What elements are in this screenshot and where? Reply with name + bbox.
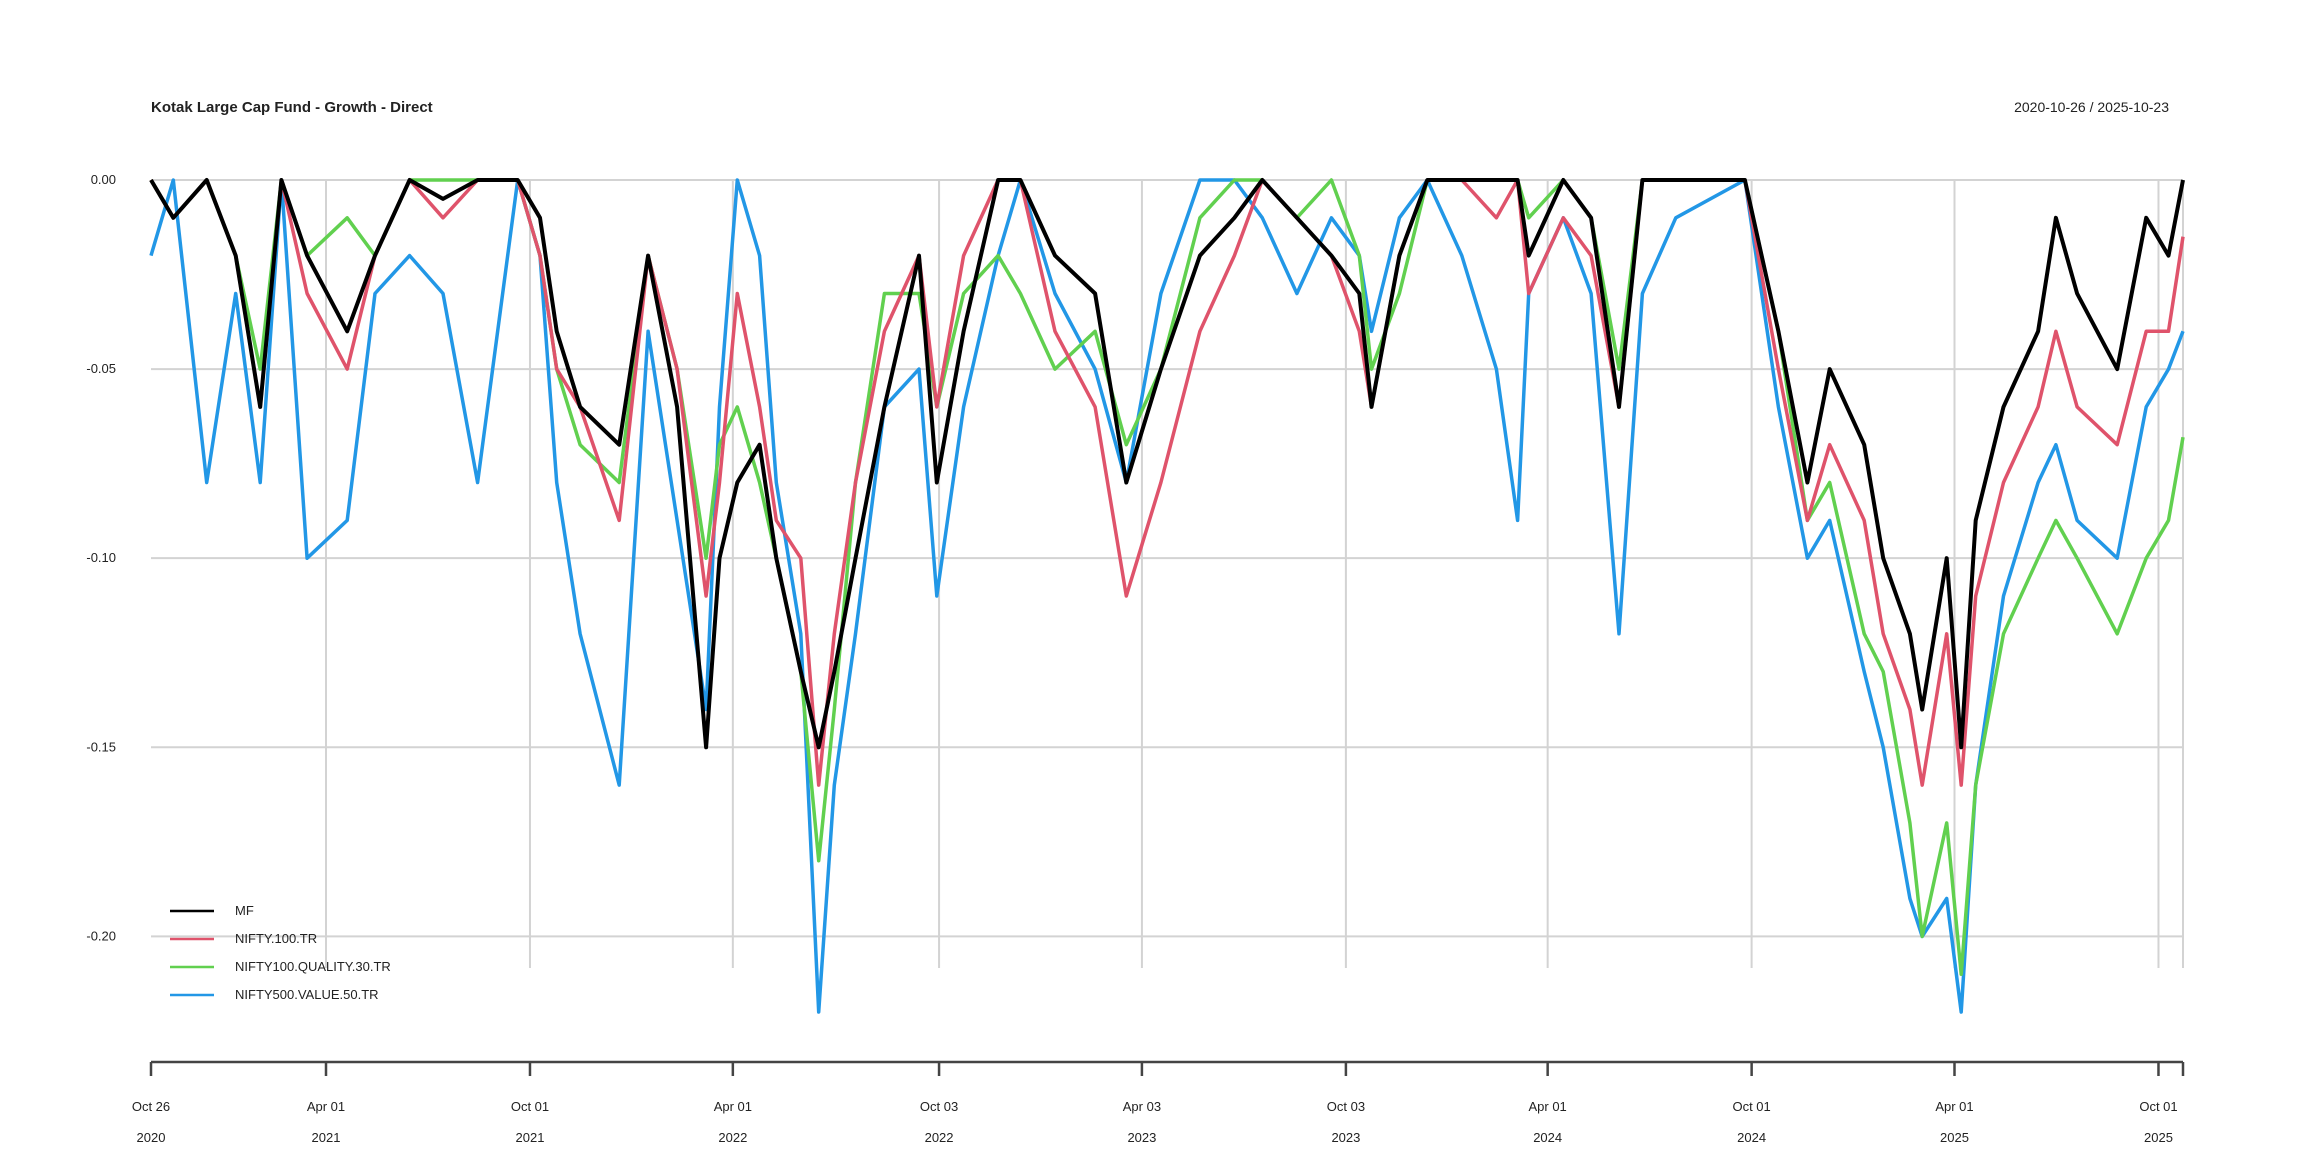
y-axis: 0.00 -0.05 -0.10 -0.15 -0.20 <box>86 172 116 943</box>
legend: MF NIFTY.100.TR NIFTY100.QUALITY.30.TR NIFT… <box>170 903 391 1002</box>
y-tick-label: -0.15 <box>86 739 116 754</box>
x-tick-year: 2024 <box>1533 1130 1562 1145</box>
date-range-label: 2020-10-26 / 2025-10-23 <box>2014 99 2169 115</box>
x-tick-label: Oct 03 <box>920 1099 958 1114</box>
x-tick-year: 2020 <box>137 1130 166 1145</box>
series-line-nifty-100-tr <box>149 178 2185 787</box>
y-tick-label: 0.00 <box>91 172 116 187</box>
legend-label: MF <box>235 903 254 918</box>
x-tick-year: 2021 <box>516 1130 545 1145</box>
x-tick-year: 2022 <box>718 1130 747 1145</box>
legend-label: NIFTY.100.TR <box>235 931 317 946</box>
legend-label: NIFTY500.VALUE.50.TR <box>235 987 379 1002</box>
legend-label: NIFTY100.QUALITY.30.TR <box>235 959 391 974</box>
x-tick-label: Oct 03 <box>1327 1099 1365 1114</box>
x-tick-year: 2023 <box>1331 1130 1360 1145</box>
x-tick-year: 2022 <box>925 1130 954 1145</box>
series-lines <box>149 178 2185 1014</box>
series-line-mf <box>149 178 2185 750</box>
x-tick-label: Oct 01 <box>2139 1099 2177 1114</box>
x-axis: Oct 26 2020 Apr 01 2021 Oct 01 2021 Apr 01 2022… <box>132 1060 2185 1145</box>
chart-title: Kotak Large Cap Fund - Growth - Direct <box>151 99 433 116</box>
grid <box>151 179 2184 968</box>
x-tick-label: Apr 01 <box>1528 1099 1566 1114</box>
x-tick-year: 2021 <box>312 1130 341 1145</box>
x-tick-label: Apr 01 <box>1935 1099 1973 1114</box>
x-tick-year: 2025 <box>1940 1130 1969 1145</box>
x-tick-label: Apr 01 <box>307 1099 345 1114</box>
x-tick-label: Oct 01 <box>1732 1099 1770 1114</box>
x-tick-label: Oct 01 <box>511 1099 549 1114</box>
y-tick-label: -0.05 <box>86 361 116 376</box>
x-tick-year: 2024 <box>1737 1130 1766 1145</box>
x-tick-label: Apr 01 <box>714 1099 752 1114</box>
x-tick-year: 2023 <box>1127 1130 1156 1145</box>
y-tick-label: -0.10 <box>86 550 116 565</box>
x-tick-year: 2025 <box>2144 1130 2173 1145</box>
x-tick-label: Apr 03 <box>1123 1099 1161 1114</box>
y-tick-label: -0.20 <box>86 928 116 943</box>
x-tick-label: Oct 26 <box>132 1099 170 1114</box>
series-line-nifty100-quality-30-tr <box>149 178 2185 976</box>
